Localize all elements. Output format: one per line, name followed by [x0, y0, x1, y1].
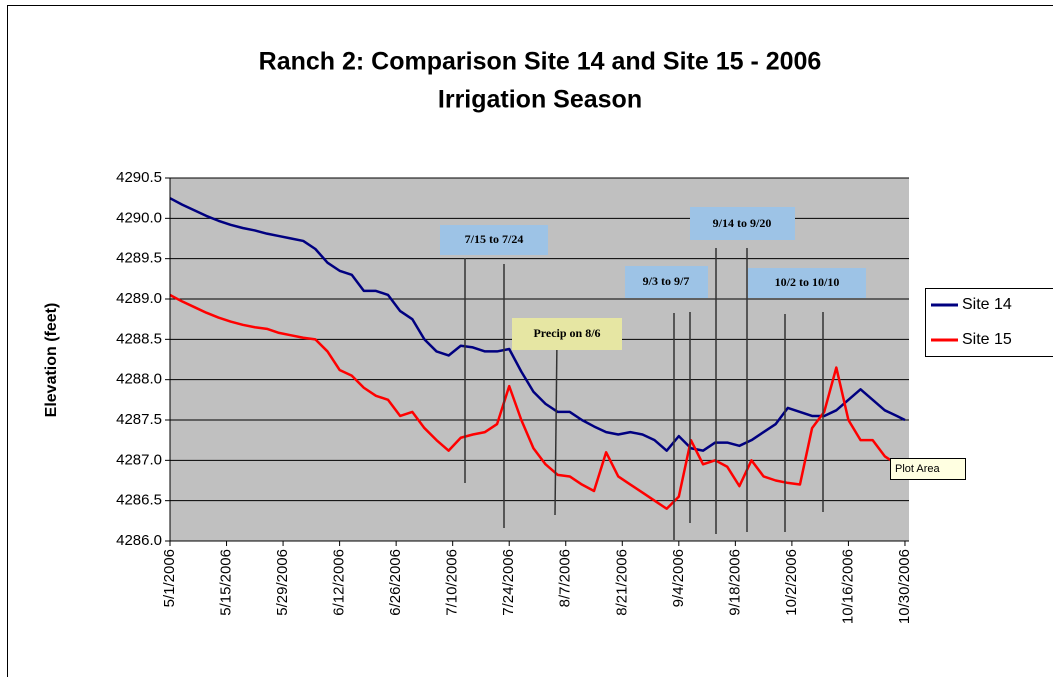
annotation: 10/2 to 10/10	[775, 275, 840, 289]
x-tick-label: 6/26/2006	[387, 549, 404, 616]
y-tick-label: 4288.5	[116, 330, 162, 347]
x-tick-label: 5/15/2006	[218, 549, 235, 616]
x-tick-label: 9/18/2006	[726, 549, 743, 616]
tooltip: Plot Area	[895, 463, 941, 475]
x-tick-label: 10/30/2006	[896, 549, 913, 624]
chart-title: Irrigation Season	[438, 86, 642, 114]
annotation-line	[554, 337, 558, 516]
x-tick-label: 6/12/2006	[331, 549, 348, 616]
annotation: 7/15 to 7/24	[465, 232, 524, 246]
x-tick-label: 7/10/2006	[444, 549, 461, 616]
annotation-box	[625, 266, 708, 298]
x-tick-label: 10/16/2006	[839, 549, 856, 624]
legend-label: Site 15	[962, 331, 1012, 348]
annotations: 7/15 to 7/24 9/14 to 9/20 9/3 to 9/7 10/…	[440, 207, 866, 540]
x-tick-label: 8/21/2006	[613, 549, 630, 616]
y-axis-label: Elevation (feet)	[43, 303, 60, 418]
chart-title: Ranch 2: Comparison Site 14 and Site 15 …	[259, 48, 822, 76]
legend	[925, 288, 1053, 357]
y-tick-label: 4290.0	[116, 209, 162, 226]
legend-label: Site 14	[962, 296, 1012, 313]
x-tick-label: 5/1/2006	[161, 549, 178, 607]
y-tick-label: 4290.5	[116, 169, 162, 186]
x-tick-label: 7/24/2006	[500, 549, 517, 616]
y-tick-label: 4287.0	[116, 451, 162, 468]
annotation: Precip on 8/6	[533, 326, 600, 340]
x-tick-label: 10/2/2006	[783, 549, 800, 616]
annotation-box	[690, 207, 795, 240]
y-tick-label: 4287.5	[116, 411, 162, 428]
x-tick-label: 5/29/2006	[274, 549, 291, 616]
series-line	[169, 197, 906, 452]
y-tick-label: 4288.0	[116, 371, 162, 388]
y-tick-label: 4289.5	[116, 250, 162, 267]
annotation-box	[512, 318, 622, 350]
annotation-box	[748, 268, 866, 298]
y-tick-label: 4286.0	[116, 532, 162, 549]
annotation: 9/3 to 9/7	[643, 274, 690, 288]
series-line	[169, 293, 906, 510]
tooltip-box	[890, 458, 966, 480]
annotation-box	[440, 225, 548, 255]
y-tick-label: 4286.5	[116, 492, 162, 509]
annotation: 9/14 to 9/20	[713, 216, 772, 230]
x-tick-label: 8/7/2006	[557, 549, 574, 607]
x-tick-label: 9/4/2006	[670, 549, 687, 607]
y-tick-label: 4289.0	[116, 290, 162, 307]
